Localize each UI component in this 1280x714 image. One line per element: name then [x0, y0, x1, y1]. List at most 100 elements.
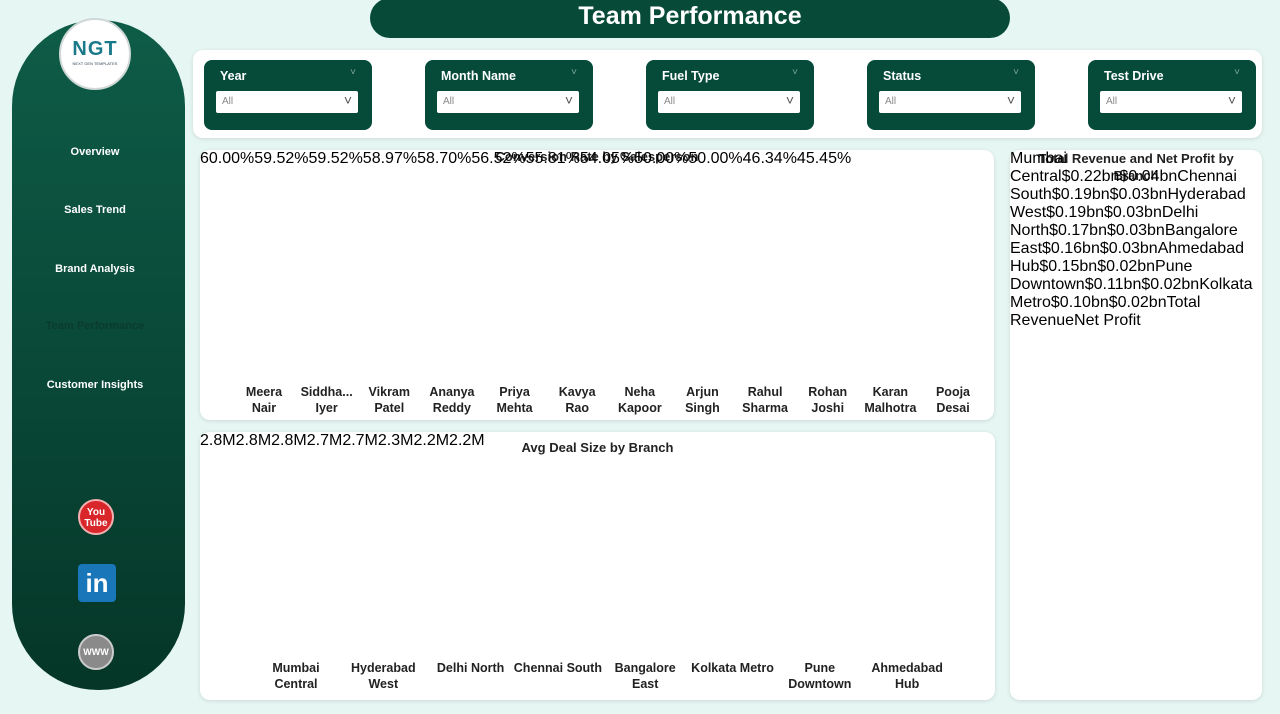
dropdown[interactable]: All ˅: [1100, 91, 1242, 113]
data-label: $0.17bn: [1049, 222, 1107, 239]
data-label: 56.52%: [471, 150, 526, 167]
x-tick-label: Rahul Sharma: [742, 385, 788, 415]
data-label: 2.7M: [342, 432, 378, 449]
legend-label[interactable]: Net Profit: [1074, 312, 1141, 329]
data-label: 2.8M: [235, 432, 272, 449]
filter-label: Year: [220, 69, 247, 83]
x-tick-label: Vikram Patel: [368, 385, 410, 415]
filter-label: Status: [883, 69, 922, 83]
x-tick-label: Neha Kapoor: [617, 385, 662, 415]
nav-item[interactable]: Team Performance: [45, 320, 145, 332]
y-tick-label: Chennai South: [1010, 168, 1237, 203]
x-tick-label: Ahmedabad Hub: [871, 661, 943, 691]
chevron: ˅: [1227, 92, 1236, 108]
data-label: $0.19bn: [1046, 204, 1104, 221]
data-label: $0.10bn: [1050, 294, 1109, 311]
filter-label: Fuel Type: [662, 69, 720, 83]
page-title: Team Performance: [578, 2, 802, 30]
dropdown[interactable]: All ˅: [437, 91, 579, 113]
data-label: $0.11bn: [1084, 276, 1142, 293]
chevron: ˅: [343, 92, 352, 108]
filter[interactable]: Fuel Type ˅ All ˅: [646, 60, 814, 130]
filter[interactable]: Test Drive ˅ All ˅: [1088, 60, 1256, 130]
x-tick-label: Pune Downtown: [788, 661, 852, 691]
data-label: $0.03bn: [1106, 222, 1165, 239]
filter-panel: Year ˅ All ˅ Month Name ˅ All ˅ Fuel Type ˅ All ˅ St…: [193, 50, 1262, 138]
logo-text: NGT: [72, 38, 118, 60]
data-label: $0.02bn: [1141, 276, 1200, 293]
filter[interactable]: Status ˅ All ˅: [867, 60, 1035, 130]
dropdown[interactable]: All ˅: [216, 91, 358, 113]
chevron: ˅: [1013, 67, 1019, 78]
dropdown[interactable]: All ˅: [879, 91, 1021, 113]
data-label: $0.19bn: [1051, 186, 1110, 203]
chevron: ˅: [1006, 92, 1015, 108]
social-icon[interactable]: in: [78, 564, 116, 602]
x-tick-label: Rohan Joshi: [808, 385, 848, 415]
data-label: $0.04bn: [1119, 168, 1178, 185]
social-icon[interactable]: You Tube: [78, 499, 114, 535]
data-label: 58.70%: [417, 150, 472, 167]
nav-item[interactable]: Sales Trend: [64, 204, 126, 216]
data-label: $0.02bn: [1108, 294, 1167, 311]
x-tick-label: Arjun Singh: [685, 385, 720, 415]
data-label: 46.34%: [742, 150, 797, 167]
data-label: 59.52%: [308, 150, 363, 167]
dropdown-value: All: [1106, 96, 1118, 107]
chevron: ˅: [792, 67, 798, 78]
filter[interactable]: Month Name ˅ All ˅: [425, 60, 593, 130]
y-tick-label: Ahmedabad Hub: [1010, 240, 1244, 275]
chart-title: Total Revenue and Net Profit by Branch: [1038, 151, 1234, 183]
data-label: 2.2M: [449, 432, 485, 449]
x-tick-label: Karan Malhotra: [864, 385, 917, 415]
data-label: 45.45%: [796, 150, 852, 167]
chart-svg: 60.00%59.52%59.52%58.97%58.70%56.52%55.8…: [200, 150, 851, 168]
x-tick-label: Pooja Desai: [935, 385, 971, 415]
chevron: ˅: [1234, 67, 1240, 78]
x-tick-label: Delhi North: [436, 661, 505, 675]
chevron: ˅: [571, 67, 577, 78]
chart-title: Conversion Rate by Salesperson: [495, 149, 699, 164]
data-label: $0.03bn: [1109, 186, 1168, 203]
y-tick-label: Delhi North: [1010, 204, 1199, 239]
data-label: $0.03bn: [1099, 240, 1158, 257]
dropdown-value: All: [885, 96, 897, 107]
data-label: 60.00%: [200, 150, 255, 167]
data-label: 54.05%: [579, 150, 635, 167]
chart-title: Avg Deal Size by Branch: [521, 440, 674, 455]
data-label: 58.97%: [362, 150, 418, 167]
data-label: $0.03bn: [1104, 204, 1162, 221]
chart-card: Total Revenue and Net Profit by Branch M…: [1010, 150, 1262, 700]
nav-item[interactable]: Customer Insights: [46, 379, 144, 391]
data-label: $0.22bn: [1061, 168, 1120, 185]
chevron: ˅: [785, 92, 794, 108]
data-label: 50.00%: [634, 150, 689, 167]
dropdown[interactable]: All ˅: [658, 91, 800, 113]
chart-svg: Mumbai Central$0.22bn$0.04bnChennai Sout…: [1010, 150, 1262, 330]
logo: NGT NEXT GEN TEMPLATES: [59, 18, 131, 90]
x-tick-label: Chennai South: [513, 661, 602, 675]
nav-item[interactable]: Brand Analysis: [55, 263, 135, 275]
dropdown-value: All: [664, 96, 676, 107]
data-label: $0.16bn: [1042, 240, 1100, 257]
chart-card: Avg Deal Size by Branch 2.8M2.8M2.8M2.7M…: [200, 432, 995, 700]
chart-svg: 2.8M2.8M2.8M2.7M2.7M2.3M2.2M2.2M: [200, 432, 485, 450]
social-icon[interactable]: WWW: [78, 634, 114, 670]
data-label: 2.8M: [200, 432, 236, 449]
data-label: 2.8M: [271, 432, 307, 449]
y-tick-label: Kolkata Metro: [1010, 276, 1253, 311]
chevron: ˅: [350, 67, 356, 78]
nav-item[interactable]: Overview: [70, 146, 120, 158]
data-label: 59.52%: [254, 150, 309, 167]
filter-label: Month Name: [441, 69, 516, 83]
data-label: 2.3M: [377, 432, 414, 449]
logo-tagline: NEXT GEN TEMPLATES: [72, 61, 118, 66]
y-tick-label: Bangalore East: [1010, 222, 1238, 257]
data-label: 2.2M: [413, 432, 450, 449]
x-tick-label: Ananya Reddy: [429, 385, 475, 415]
chart-card: Conversion Rate by Salesperson 60.00%59.…: [200, 150, 994, 420]
legend-label[interactable]: Total Revenue: [1010, 294, 1201, 329]
x-tick-label: Meera Nair: [245, 385, 283, 415]
filter[interactable]: Year ˅ All ˅: [204, 60, 372, 130]
